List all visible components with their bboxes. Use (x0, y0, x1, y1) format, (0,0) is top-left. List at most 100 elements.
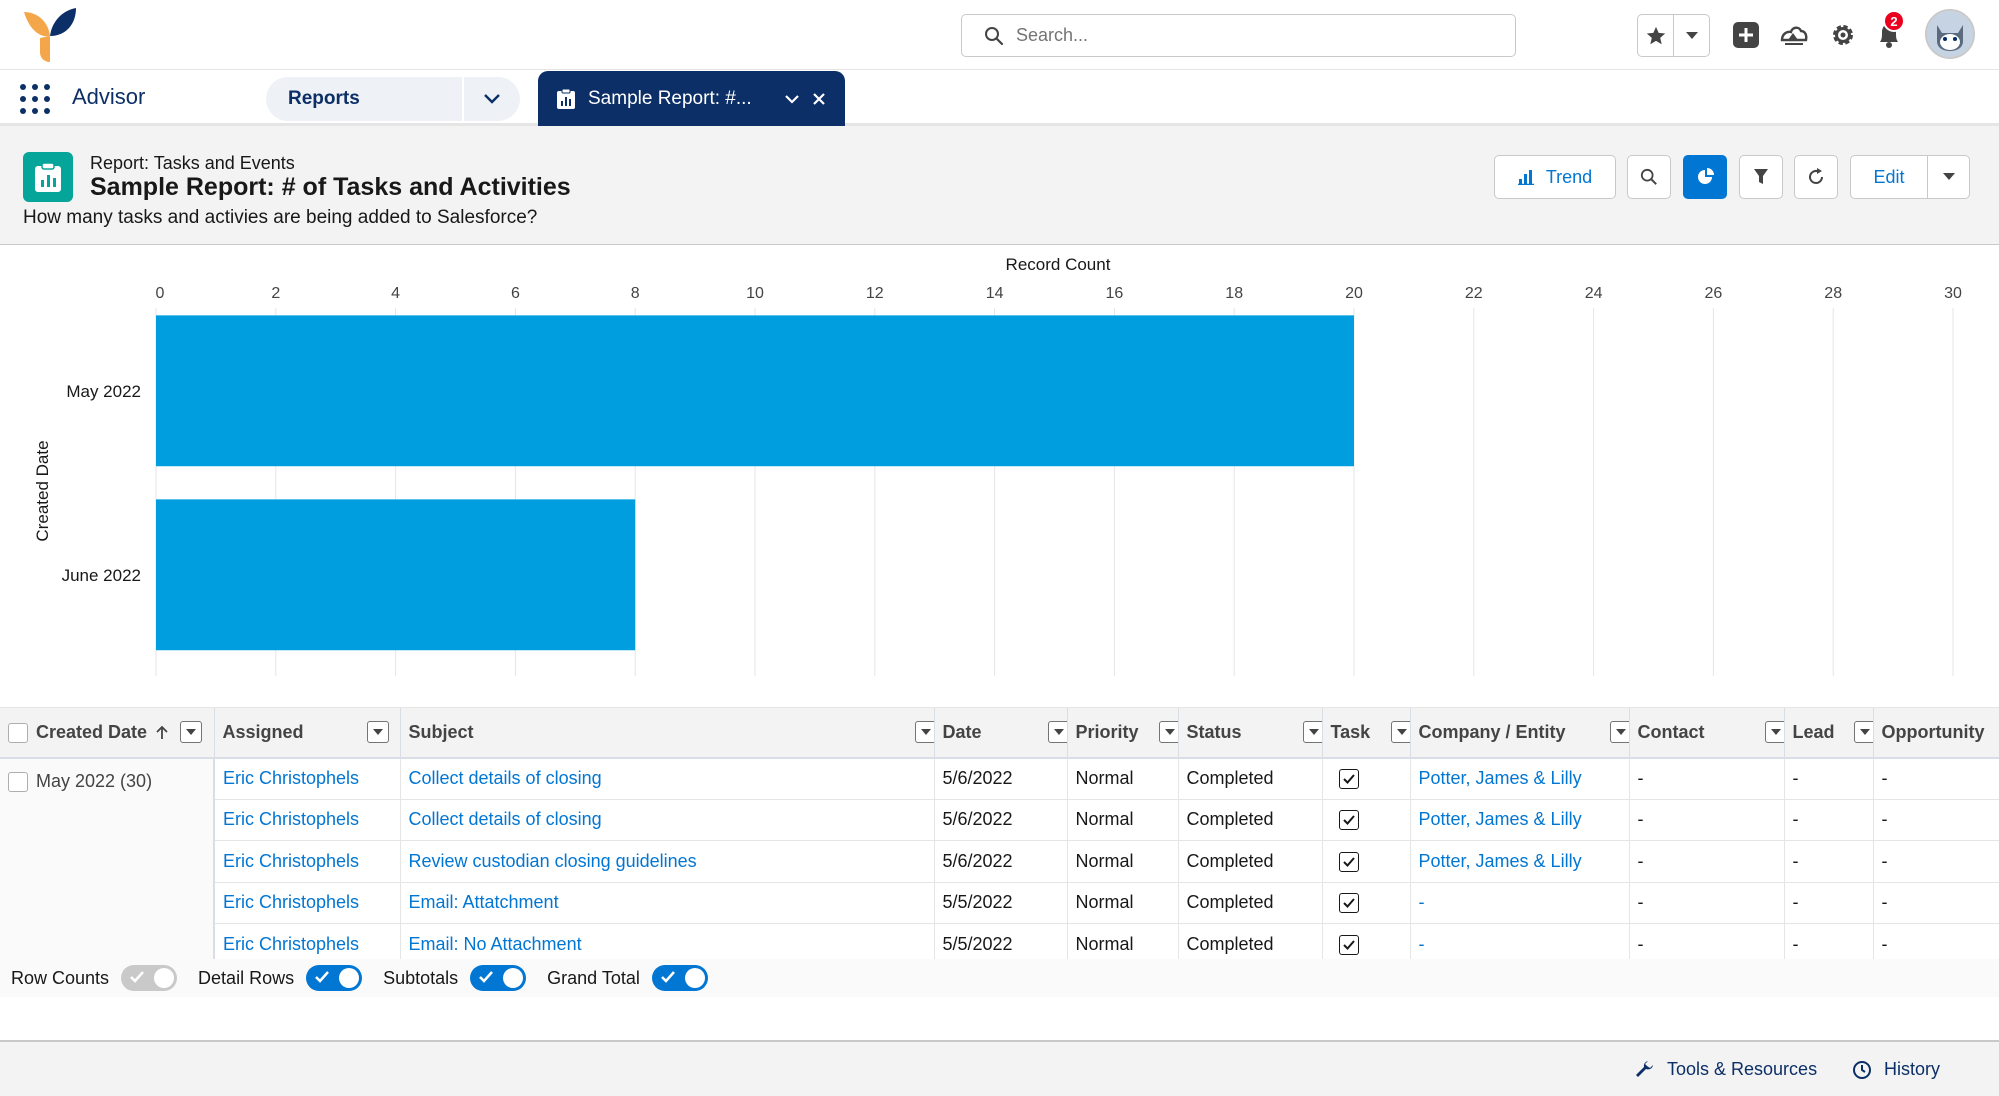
table-value: - (1792, 933, 1799, 954)
chart-toggle-button[interactable] (1683, 155, 1727, 199)
company-logo[interactable] (22, 6, 78, 64)
column-menu-button[interactable] (1047, 721, 1067, 743)
table-cell: - (1628, 882, 1784, 924)
table-link[interactable]: Eric Christophels (223, 809, 360, 830)
caret-down-icon (372, 729, 383, 735)
check-icon (130, 971, 144, 983)
column-header-label: Task (1330, 721, 1371, 742)
table-value: - (1792, 809, 1799, 830)
trailhead-button[interactable] (1779, 20, 1809, 50)
column-header[interactable]: Lead (1783, 707, 1873, 759)
table-value: - (1637, 933, 1644, 954)
table-cell: Eric Christophels (213, 757, 400, 800)
table-cell: Completed (1177, 757, 1322, 800)
filter-button[interactable] (1739, 155, 1783, 199)
table-cell: - (1783, 840, 1873, 883)
tools-resources-button[interactable]: Tools & Resources (1635, 1059, 1817, 1080)
y-axis-title: Created Date (33, 440, 52, 541)
subtotals-toggle[interactable] (470, 965, 527, 991)
table-link[interactable]: Eric Christophels (223, 892, 360, 913)
table-link[interactable]: - (1418, 892, 1425, 913)
column-header[interactable]: Status (1177, 707, 1322, 759)
column-header[interactable]: Task (1321, 707, 1410, 759)
grand-total-toggle[interactable] (651, 965, 708, 991)
edit-menu-button[interactable] (1927, 155, 1970, 199)
chevron-down-icon[interactable] (784, 94, 800, 104)
tab-sample-report[interactable]: Sample Report: #... (538, 71, 845, 126)
table-cell: Completed (1177, 840, 1322, 883)
table-link[interactable]: Potter, James & Lilly (1418, 768, 1582, 788)
table-cell (1321, 799, 1410, 841)
detail-rows-toggle[interactable] (306, 965, 363, 991)
column-header-label: Date (942, 721, 982, 742)
column-menu-button[interactable] (180, 721, 202, 743)
trend-button[interactable]: Trend (1494, 155, 1616, 199)
table-link[interactable]: Potter, James & Lilly (1418, 850, 1582, 871)
column-header[interactable]: Created Date (0, 707, 214, 759)
checked-checkbox-icon (1338, 810, 1359, 831)
global-search[interactable]: Search... (961, 14, 1516, 57)
close-icon[interactable] (812, 92, 826, 106)
column-menu-button[interactable] (366, 721, 389, 743)
table-link[interactable]: Eric Christophels (223, 850, 360, 871)
x-tick-label: 6 (511, 285, 520, 302)
table-cell: 5/6/2022 (933, 757, 1067, 800)
table-link[interactable]: Collect details of closing (408, 809, 602, 830)
favorites-group (1637, 14, 1710, 57)
favorites-menu-button[interactable] (1673, 15, 1709, 56)
table-link[interactable]: Email: No Attachment (408, 933, 582, 954)
history-button[interactable]: History (1852, 1059, 1940, 1080)
column-header[interactable]: Contact (1628, 707, 1784, 759)
table-link[interactable]: Eric Christophels (223, 768, 360, 788)
column-header[interactable]: Company / Entity (1409, 707, 1629, 759)
table-cell: Potter, James & Lilly (1409, 840, 1629, 883)
table-cell (1321, 840, 1410, 883)
row-counts-toggle-group: Row Counts (11, 965, 187, 991)
group-checkbox[interactable] (8, 771, 28, 792)
app-launcher-icon[interactable] (20, 84, 50, 114)
table-link[interactable]: Collect details of closing (408, 768, 602, 788)
table-link[interactable]: Eric Christophels (223, 933, 360, 954)
column-menu-button[interactable] (1764, 721, 1784, 743)
add-icon (1733, 22, 1759, 48)
caret-down-icon (1615, 729, 1626, 735)
user-avatar[interactable] (1925, 9, 1975, 59)
column-header[interactable]: Priority (1066, 707, 1178, 759)
table-cell: - (1628, 923, 1784, 959)
x-tick-label: 24 (1585, 285, 1603, 302)
table-row: Eric Christophels Collect details of clos… (0, 799, 1999, 841)
history-label: History (1884, 1059, 1941, 1079)
column-menu-button[interactable] (1302, 721, 1322, 743)
column-header-label: Created Date (36, 721, 148, 742)
column-header[interactable]: Date (933, 707, 1067, 759)
column-menu-button[interactable] (1853, 721, 1873, 743)
column-menu-button[interactable] (914, 721, 934, 743)
x-tick-label: 4 (391, 285, 400, 302)
column-menu-button[interactable] (1390, 721, 1410, 743)
x-tick-label: 26 (1705, 285, 1723, 302)
column-menu-button[interactable] (1609, 721, 1629, 743)
edit-button[interactable]: Edit (1850, 155, 1928, 199)
table-value: - (1637, 892, 1644, 913)
sort-ascending-icon[interactable] (155, 725, 169, 741)
column-header[interactable]: Subject (399, 707, 934, 759)
tab-reports[interactable]: Reports (266, 77, 520, 121)
table-link[interactable]: - (1418, 933, 1425, 954)
favorites-button[interactable] (1638, 15, 1673, 56)
column-header[interactable]: Opportunity (1872, 707, 1999, 759)
check-icon (315, 971, 330, 983)
table-value: - (1637, 850, 1644, 871)
table-link[interactable]: Potter, James & Lilly (1418, 809, 1582, 830)
search-report-button[interactable] (1627, 155, 1671, 199)
tab-reports-menu[interactable] (462, 77, 520, 121)
table-link[interactable]: Review custodian closing guidelines (408, 850, 697, 871)
refresh-button[interactable] (1794, 155, 1838, 199)
select-all-checkbox[interactable] (8, 722, 28, 743)
setup-button[interactable] (1828, 20, 1858, 50)
column-menu-button[interactable] (1158, 721, 1178, 743)
row-counts-toggle[interactable] (121, 965, 178, 991)
column-header[interactable]: Assigned (213, 707, 400, 759)
table-link[interactable]: Email: Attatchment (408, 892, 559, 913)
global-actions-button[interactable] (1731, 20, 1761, 50)
x-axis-title: Record Count (1006, 255, 1111, 274)
